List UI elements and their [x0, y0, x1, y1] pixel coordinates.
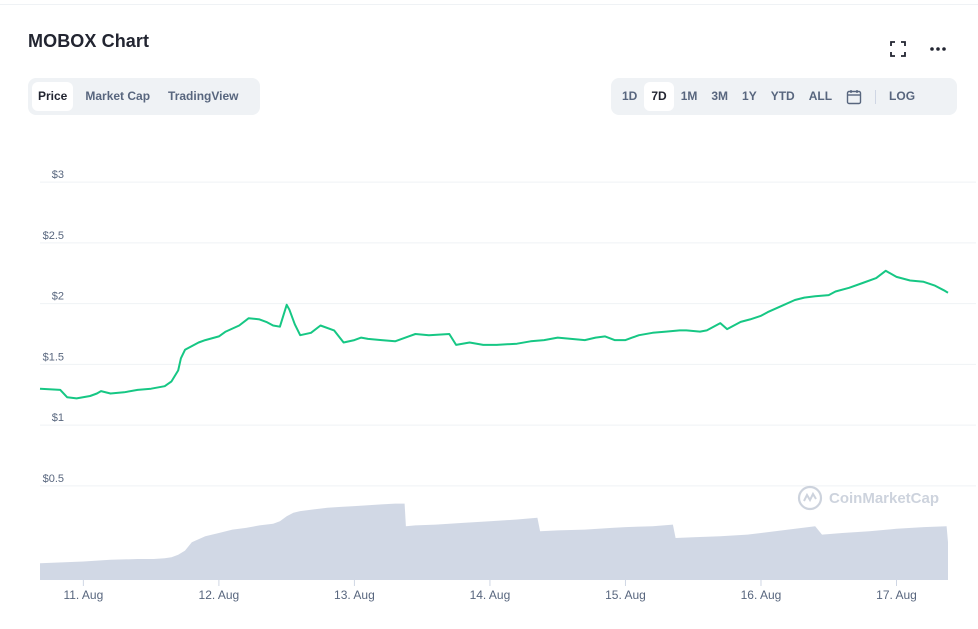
x-tick-label: 12. Aug — [199, 588, 240, 602]
tab-tradingview[interactable]: TradingView — [168, 89, 239, 103]
tab-price[interactable]: Price — [32, 82, 74, 111]
coinmarketcap-logo-icon — [797, 485, 823, 511]
watermark-text: CoinMarketCap — [829, 489, 940, 507]
range-1y[interactable]: 1Y — [742, 89, 757, 103]
log-scale-toggle[interactable]: LOG — [889, 89, 916, 103]
tab-market-cap[interactable]: Market Cap — [85, 89, 151, 103]
page-title: MOBOX Chart — [28, 31, 150, 51]
y-tick-label: $1 — [52, 412, 64, 424]
x-tick-label: 11. Aug — [63, 588, 103, 602]
top-divider — [0, 4, 978, 5]
y-tick-label: $2.5 — [43, 230, 64, 242]
range-all[interactable]: ALL — [808, 89, 833, 103]
x-tick-label: 14. Aug — [470, 588, 511, 602]
x-tick-label: 17. Aug — [876, 588, 917, 602]
price-line — [39, 269, 949, 400]
y-tick-label: $1.5 — [43, 351, 64, 363]
more-dots-icon[interactable] — [925, 36, 951, 62]
x-tick-label: 15. Aug — [605, 588, 646, 602]
range-7d[interactable]: 7D — [644, 82, 674, 111]
range-divider — [875, 89, 877, 104]
price-chart: $3 $2.5 $2 $1.5 $1 $0.5 11. Aug 12. Aug 13. Aug 1… — [39, 169, 976, 602]
y-tick-label: $0.5 — [43, 473, 64, 485]
range-3m[interactable]: 3M — [711, 89, 729, 103]
range-1m[interactable]: 1M — [680, 89, 698, 103]
x-tick-label: 16. Aug — [741, 588, 782, 602]
fullscreen-icon[interactable] — [885, 36, 911, 62]
range-ytd[interactable]: YTD — [770, 89, 795, 103]
coinmarketcap-watermark: CoinMarketCap — [797, 485, 939, 511]
volume-area — [40, 503, 948, 580]
range-1d[interactable]: 1D — [622, 89, 638, 103]
x-tick-label: 13. Aug — [334, 588, 375, 602]
time-range-selector: 1D 7D 1M 3M 1Y YTD ALL LOG — [611, 78, 957, 115]
y-tick-label: $2 — [52, 291, 64, 303]
y-tick-label: $3 — [52, 169, 64, 181]
calendar-icon[interactable] — [839, 82, 869, 111]
chart-type-tabs: Price Market Cap TradingView — [28, 78, 260, 115]
